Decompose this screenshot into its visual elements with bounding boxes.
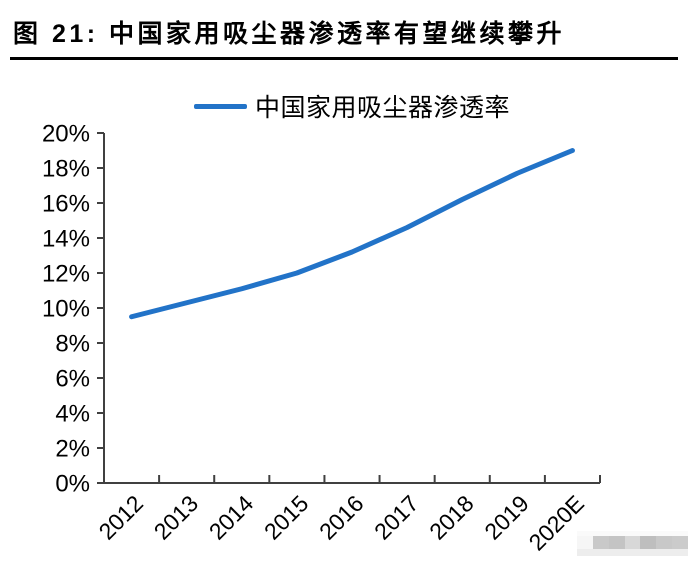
watermark-mosaic: [577, 531, 688, 558]
watermark-block: [640, 536, 657, 549]
chart-legend: 中国家用吸尘器渗透率: [193, 88, 511, 124]
y-axis-label: 8%: [55, 331, 90, 358]
x-axis-label: 2013: [149, 490, 204, 545]
watermark-row-top: [577, 531, 688, 536]
x-axis-label: 2018: [424, 490, 479, 545]
figure-title: 图 21: 中国家用吸尘器渗透率有望继续攀升: [13, 20, 566, 48]
watermark-block: [592, 536, 609, 549]
y-axis-label: 4%: [55, 401, 90, 428]
legend-label: 中国家用吸尘器渗透率: [254, 94, 511, 122]
axis-spines: [103, 133, 600, 484]
title-underline: [10, 57, 678, 60]
watermark-block: [577, 536, 593, 549]
watermark-row-bottom: [577, 549, 688, 556]
x-axis-label: 2017: [369, 490, 424, 545]
penetration-rate-line: [129, 148, 575, 320]
y-axis-label: 20%: [42, 121, 90, 148]
y-axis-label: 10%: [42, 296, 90, 323]
y-axis-label: 6%: [55, 366, 90, 393]
watermark-block: [624, 536, 641, 549]
y-axis-label: 0%: [55, 471, 90, 498]
x-axis-label: 2015: [259, 490, 314, 545]
legend-line-swatch: [193, 103, 247, 109]
watermark-block: [608, 536, 625, 549]
y-axis-label: 14%: [42, 226, 90, 253]
y-axis-label: 16%: [42, 191, 90, 218]
x-axis-label: 2016: [314, 490, 369, 545]
watermark-block: [672, 536, 688, 549]
y-axis-label: 18%: [42, 156, 90, 183]
watermark-block: [656, 536, 673, 549]
y-axis-label: 12%: [42, 261, 90, 288]
watermark-row-main: [577, 536, 688, 549]
x-axis-label: 2012: [94, 490, 149, 545]
y-axis-label: 2%: [55, 436, 90, 463]
x-axis-label: 2014: [204, 490, 259, 545]
